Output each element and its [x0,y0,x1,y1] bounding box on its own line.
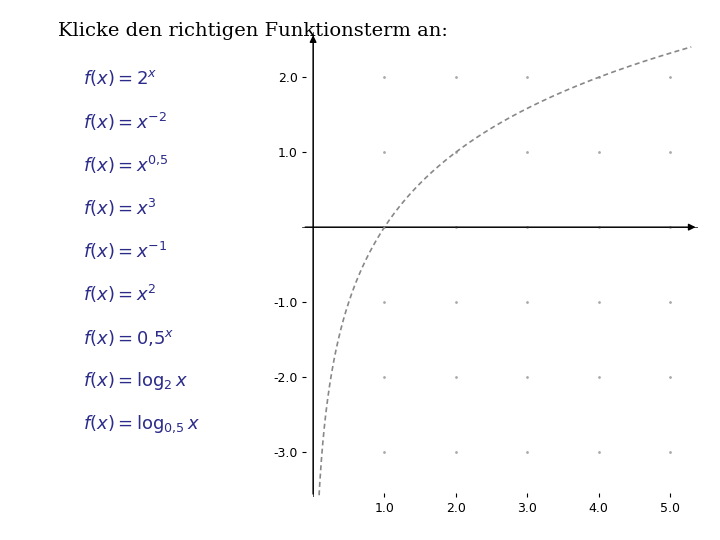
Text: $f(x) = x^{-2}$: $f(x) = x^{-2}$ [83,111,167,132]
Text: $f(x) = x^3$: $f(x) = x^3$ [83,197,156,219]
Text: $f(x) = x^2$: $f(x) = x^2$ [83,284,156,305]
Text: $f(x) = x^{-1}$: $f(x) = x^{-1}$ [83,240,167,262]
Text: $f(x) = x^{0{,}5}$: $f(x) = x^{0{,}5}$ [83,154,168,176]
Text: Klicke den richtigen Funktionsterm an:: Klicke den richtigen Funktionsterm an: [58,22,447,39]
Text: $f(x) = 0{,}5^x$: $f(x) = 0{,}5^x$ [83,327,174,348]
Text: $f(x) = \log_{0{,}5} x$: $f(x) = \log_{0{,}5} x$ [83,413,200,435]
Text: $f(x) = \log_2 x$: $f(x) = \log_2 x$ [83,370,188,392]
Text: $f(x) = 2^x$: $f(x) = 2^x$ [83,68,157,89]
